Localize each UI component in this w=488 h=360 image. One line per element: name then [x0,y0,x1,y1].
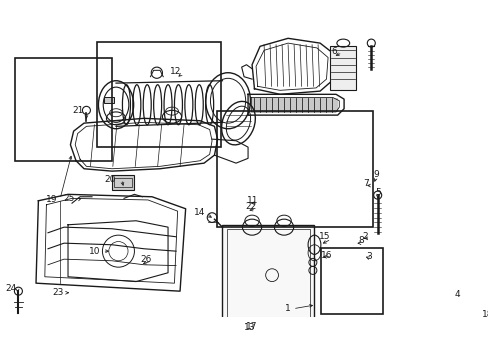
Text: 18: 18 [481,310,488,319]
Text: 21: 21 [73,106,84,115]
Text: 12: 12 [170,67,182,76]
Bar [112,175,134,190]
Bar [104,97,113,103]
Text: 3: 3 [366,252,371,261]
Text: 1: 1 [285,304,290,313]
Text: 6: 6 [331,46,337,55]
Bar [251,98,337,112]
Text: 17: 17 [246,322,257,331]
Text: 25: 25 [63,194,74,203]
Text: 20: 20 [104,175,116,184]
Text: 24: 24 [5,284,17,293]
Text: 7: 7 [363,179,368,188]
Bar [114,177,132,187]
Text: 14: 14 [194,208,205,217]
Text: 4: 4 [454,290,460,299]
Bar [227,229,309,321]
Text: 26: 26 [141,255,152,264]
Bar [222,225,314,325]
Text: 9: 9 [372,170,378,179]
Text: 15: 15 [319,232,330,241]
Text: 22: 22 [245,202,256,211]
Bar [320,248,382,314]
Bar [97,42,221,147]
Text: 13: 13 [244,323,255,332]
Text: 19: 19 [46,195,58,204]
Text: 5: 5 [374,188,380,197]
Bar [15,58,112,161]
Text: 10: 10 [88,247,100,256]
Bar [330,46,355,90]
Text: 2: 2 [361,232,367,241]
Bar [217,111,372,228]
Text: 23: 23 [53,288,64,297]
Text: 11: 11 [246,196,258,205]
Text: 8: 8 [357,236,363,245]
Text: 16: 16 [320,251,331,260]
